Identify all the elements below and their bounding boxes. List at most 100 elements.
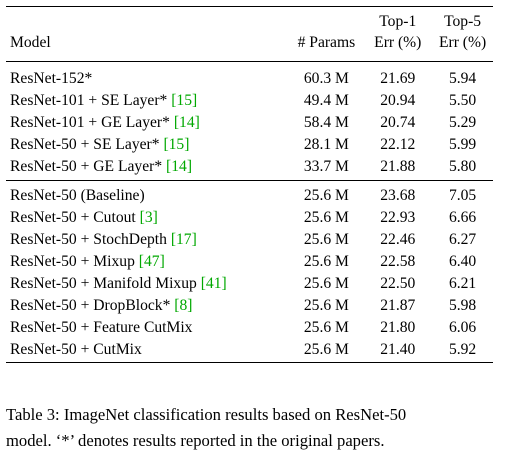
header-model-label: Model [10,34,51,51]
cell-top1: 22.46 [380,231,416,248]
cell-top5: 5.94 [448,70,477,87]
table-group-regularization-methods: ResNet-50 (Baseline) 25.6 M 23.68 7.05 R… [6,180,493,363]
table-header: Model # Params Top-1 Err (%) Top-5 Err (… [6,6,493,62]
cell-top1: 23.68 [363,180,429,207]
table-row: ResNet-50 (Baseline) 25.6 M 23.68 7.05 [6,180,493,207]
table-row: ResNet-152* 60.3 M 21.69 5.94 [6,62,493,91]
cell-model: ResNet-50 + StochDepth [17] [6,229,285,251]
cell-top5-best: 5.92 [428,339,493,363]
cell-top5: 5.29 [448,114,477,131]
cell-top5: 5.80 [448,158,477,175]
cell-top1: 20.74 [380,114,416,131]
cell-model: ResNet-50 + Manifold Mixup [41] [6,273,285,295]
cell-model: ResNet-50 (Baseline) [6,180,286,207]
cell-params: 25.6 M [303,297,349,314]
citation-link[interactable]: [47] [138,253,165,270]
header-model: Model [6,6,286,62]
cell-top1: 22.50 [380,275,416,292]
table-row: ResNet-50 + Mixup [47] 25.6 M 22.58 6.40 [6,251,493,273]
citation-link[interactable]: [41] [200,275,227,292]
cell-model: ResNet-50 + Cutout [3] [6,207,285,229]
cell-top1: 20.94 [380,92,416,109]
cell-params: 25.6 M [303,253,349,270]
cell-top1: 22.12 [380,136,416,153]
cell-top1: 21.88 [380,158,416,175]
model-name: ResNet-50 + Mixup [10,253,139,270]
cell-model: ResNet-152* [6,62,285,91]
cell-params: 58.4 M [303,114,349,131]
table-row: ResNet-50 + Feature CutMix 25.6 M 21.80 … [6,317,493,339]
citation-link[interactable]: [15] [163,136,190,153]
cell-top1: 21.69 [380,70,416,87]
header-top1: Top-1 Err (%) [363,6,429,62]
cell-params: 25.6 M [303,319,349,336]
cell-top5: 5.98 [448,297,477,314]
citation-link[interactable]: [17] [170,231,197,248]
header-row: Model # Params Top-1 Err (%) Top-5 Err (… [6,6,493,62]
results-table: Model # Params Top-1 Err (%) Top-5 Err (… [6,6,493,363]
cell-top1: 22.93 [380,209,416,226]
model-name: ResNet-50 + DropBlock* [10,297,175,314]
cell-top5: 6.21 [448,275,477,292]
model-name: ResNet-50 + CutMix [10,341,142,358]
model-name: ResNet-50 + Manifold Mixup [10,275,201,292]
cell-params: 33.7 M [303,158,349,175]
table-row: ResNet-50 + GE Layer* [14] 33.7 M 21.88 … [6,156,493,181]
cell-model: ResNet-101 + SE Layer* [15] [6,90,285,112]
table-row: ResNet-50 + DropBlock* [8] 25.6 M 21.87 … [6,295,493,317]
cell-model: ResNet-101 + GE Layer* [14] [6,112,285,134]
cell-params: 60.3 M [303,70,349,87]
table-caption: Table 3: ImageNet classification results… [6,402,506,454]
model-name: ResNet-101 + SE Layer* [10,92,172,109]
citation-link[interactable]: [14] [166,158,193,175]
cell-top5: 6.66 [448,209,477,226]
cell-top5: 5.50 [448,92,477,109]
cell-top1-best: 21.40 [363,339,429,363]
cell-model: ResNet-50 + Mixup [47] [6,251,285,273]
table-group-prior-methods: ResNet-152* 60.3 M 21.69 5.94 ResNet-101… [6,62,493,181]
cell-model: ResNet-50 + DropBlock* [8] [6,295,285,317]
header-top5: Top-5 Err (%) [428,6,493,62]
cell-top1: 22.58 [380,253,416,270]
cell-top5: 7.05 [428,180,493,207]
header-top1-line2: Err (%) [374,34,422,51]
table-row: ResNet-50 + Cutout [3] 25.6 M 22.93 6.66 [6,207,493,229]
cell-top1: 21.80 [380,319,416,336]
header-top5-line2: Err (%) [438,34,487,51]
table-row: ResNet-50 + SE Layer* [15] 28.1 M 22.12 … [6,134,493,156]
caption-line-2: model. ‘*’ denotes results reported in t… [6,431,385,450]
cell-params: 25.6 M [303,231,349,248]
cell-model: ResNet-50 + SE Layer* [15] [6,134,285,156]
table-row: ResNet-101 + SE Layer* [15] 49.4 M 20.94… [6,90,493,112]
cell-params: 25.6 M [285,180,364,207]
caption-line-1: Table 3: ImageNet classification results… [6,405,407,424]
model-name: ResNet-50 + StochDepth [10,231,171,248]
cell-model: ResNet-50 + CutMix [6,339,286,363]
header-params: # Params [285,6,364,62]
citation-link[interactable]: [14] [173,114,200,131]
table-row: ResNet-50 + Manifold Mixup [41] 25.6 M 2… [6,273,493,295]
citation-link[interactable]: [3] [139,209,158,226]
citation-link[interactable]: [15] [171,92,198,109]
header-top1-line1: Top-1 [379,13,417,30]
cell-top1: 21.87 [380,297,416,314]
table-row: ResNet-101 + GE Layer* [14] 58.4 M 20.74… [6,112,493,134]
model-name: ResNet-152* [10,70,93,87]
model-name: ResNet-50 (Baseline) [10,187,145,204]
cell-top5: 6.27 [448,231,477,248]
model-name: ResNet-101 + GE Layer* [10,114,174,131]
table-row: ResNet-50 + CutMix 25.6 M 21.40 5.92 [6,339,493,363]
model-name: ResNet-50 + SE Layer* [10,136,164,153]
cell-model: ResNet-50 + GE Layer* [14] [6,156,285,181]
cell-top5: 6.06 [448,319,477,336]
header-top5-line1: Top-5 [444,13,482,30]
cell-model: ResNet-50 + Feature CutMix [6,317,285,339]
cell-params: 25.6 M [285,339,364,363]
cell-params: 25.6 M [303,209,349,226]
model-name: ResNet-50 + Cutout [10,209,140,226]
cell-params: 28.1 M [303,136,349,153]
citation-link[interactable]: [8] [174,297,193,314]
cell-params: 25.6 M [303,275,349,292]
cell-top5: 5.99 [448,136,477,153]
